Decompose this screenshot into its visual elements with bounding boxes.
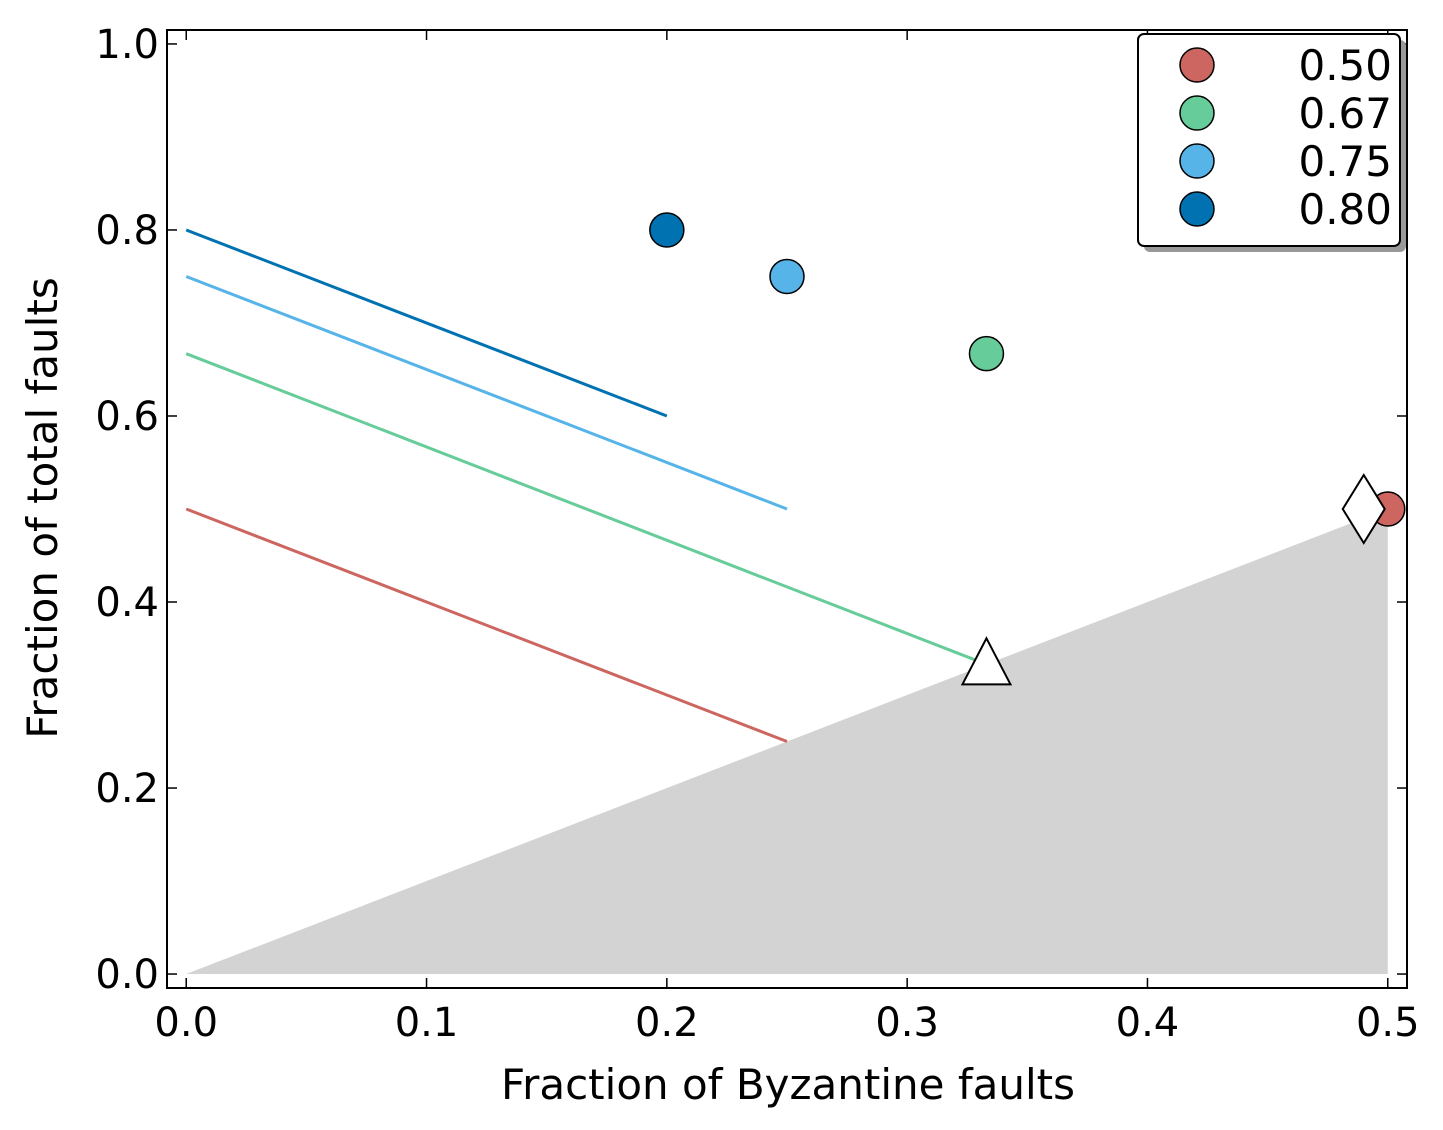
x-tick-label: 0.2 bbox=[635, 1000, 699, 1046]
legend-marker-0.67 bbox=[1179, 95, 1215, 131]
y-axis-label: Fraction of total faults bbox=[18, 277, 67, 738]
x-axis-label: Fraction of Byzantine faults bbox=[501, 1060, 1075, 1109]
legend-marker-0.75 bbox=[1179, 143, 1215, 179]
x-tick-label: 0.1 bbox=[395, 1000, 459, 1046]
legend-items: 0.500.670.750.80 bbox=[1179, 41, 1392, 234]
x-tick-label: 0.0 bbox=[154, 1000, 218, 1046]
plot-frame bbox=[166, 29, 1408, 989]
y-tick-label: 0.2 bbox=[95, 766, 159, 812]
legend-label-0.50: 0.50 bbox=[1298, 41, 1392, 90]
ticks-layer: 0.0 0.1 0.2 0.3 0.4 0.5 0.0 0.2 0.4 0.6 0.8 1.0 bbox=[95, 22, 1419, 1046]
series-line-0.50 bbox=[185, 507, 788, 743]
legend-marker-0.80 bbox=[1179, 191, 1215, 227]
series-point-0.67 bbox=[968, 335, 1005, 372]
legend-label-0.75: 0.75 bbox=[1298, 137, 1392, 186]
legend-label-0.67: 0.67 bbox=[1298, 89, 1392, 138]
y-tick-label: 1.0 bbox=[95, 22, 159, 68]
legend-label-0.80: 0.80 bbox=[1298, 185, 1392, 234]
y-tick-label: 0.8 bbox=[95, 208, 159, 254]
series-line-0.80 bbox=[185, 228, 668, 418]
series-points-layer bbox=[649, 212, 1406, 527]
series-point-0.80 bbox=[649, 212, 685, 248]
x-tick-label: 0.5 bbox=[1356, 1000, 1420, 1046]
x-tick-label: 0.3 bbox=[875, 1000, 939, 1046]
series-line-0.67 bbox=[185, 352, 988, 666]
y-tick-label: 0.6 bbox=[95, 394, 159, 440]
legend: 0.500.670.750.80 bbox=[1137, 33, 1406, 252]
diamond-marker bbox=[1341, 473, 1386, 545]
legend-marker-0.50 bbox=[1179, 47, 1215, 83]
y-tick-label: 0.4 bbox=[95, 580, 159, 626]
series-line-0.75 bbox=[185, 275, 788, 511]
y-tick-label: 0.0 bbox=[95, 952, 159, 998]
triangle-marker bbox=[960, 636, 1013, 686]
series-point-0.75 bbox=[769, 258, 805, 295]
series-lines-layer bbox=[185, 228, 988, 743]
x-tick-label: 0.4 bbox=[1116, 1000, 1180, 1046]
markers-layer bbox=[960, 473, 1386, 686]
